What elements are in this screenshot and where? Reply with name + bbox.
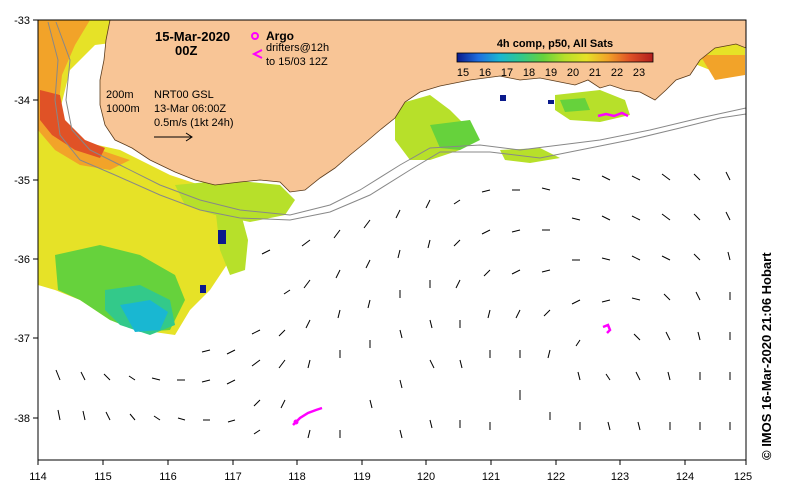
isobath-1000-label: 1000m: [106, 103, 140, 115]
x-tick-label: 115: [94, 471, 112, 483]
y-tick-label: -36: [14, 254, 30, 266]
x-tick-label: 121: [482, 471, 500, 483]
colorbar-title: 4h comp, p50, All Sats: [497, 38, 613, 50]
x-tick-label: 120: [417, 471, 435, 483]
credit-label: © IMOS 16-Mar-2020 21:06 Hobart: [759, 252, 774, 460]
argo-float-marker: [293, 419, 299, 425]
x-tick-label: 124: [676, 471, 694, 483]
colorbar-tick: 19: [545, 67, 557, 79]
colorbar-ticks: 15 16 17 18 19 20 21 22 23: [457, 67, 645, 79]
colorbar-tick: 16: [479, 67, 491, 79]
isobath-lines: [47, 21, 746, 221]
x-tick-label: 114: [29, 471, 47, 483]
x-tick-label: 116: [159, 471, 177, 483]
drifter-legend-label-2: to 15/03 12Z: [266, 56, 328, 68]
y-tick-label: -34: [14, 95, 30, 107]
y-tick-label: -37: [14, 333, 30, 345]
product-label: NRT00 GSL: [154, 89, 214, 101]
y-tick-label: -33: [14, 15, 30, 27]
x-tick-label: 117: [224, 471, 242, 483]
colorbar-tick: 22: [611, 67, 623, 79]
sst-field: [38, 20, 745, 335]
current-vectors: [55, 171, 731, 439]
x-tick-label: 119: [353, 471, 371, 483]
y-axis: -33 -34 -35 -36 -37 -38: [14, 15, 38, 425]
x-axis: 114 115 116 117 118 119 120 121 122 123 …: [29, 460, 752, 483]
colorbar-tick: 21: [589, 67, 601, 79]
drifter-legend-label-1: drifters@12h: [266, 42, 329, 54]
vector-scale-label: 0.5m/s (1kt 24h): [154, 117, 233, 129]
vector-scale-arrow: [154, 132, 193, 142]
map-date: 15-Mar-2020: [155, 29, 230, 44]
x-tick-label: 118: [288, 471, 306, 483]
x-tick-label: 123: [611, 471, 629, 483]
argo-legend-icon: [251, 32, 259, 40]
x-tick-label: 125: [734, 471, 752, 483]
colorbar-tick: 18: [523, 67, 535, 79]
y-tick-label: -35: [14, 175, 30, 187]
colorbar-tick: 20: [567, 67, 579, 79]
colorbar-tick: 23: [633, 67, 645, 79]
australia-land: [99, 20, 746, 193]
drifter-legend-icon: [251, 49, 263, 59]
colorbar-tick: 15: [457, 67, 469, 79]
colorbar-tick: 17: [501, 67, 513, 79]
product-date-label: 13-Mar 06:00Z: [154, 103, 226, 115]
map-time: 00Z: [175, 43, 197, 58]
y-tick-label: -38: [14, 413, 30, 425]
argo-legend-label: Argo: [266, 29, 294, 43]
x-tick-label: 122: [547, 471, 565, 483]
plot-frame: [37, 19, 747, 461]
colorbar: [456, 52, 654, 63]
isobath-200-label: 200m: [106, 89, 134, 101]
